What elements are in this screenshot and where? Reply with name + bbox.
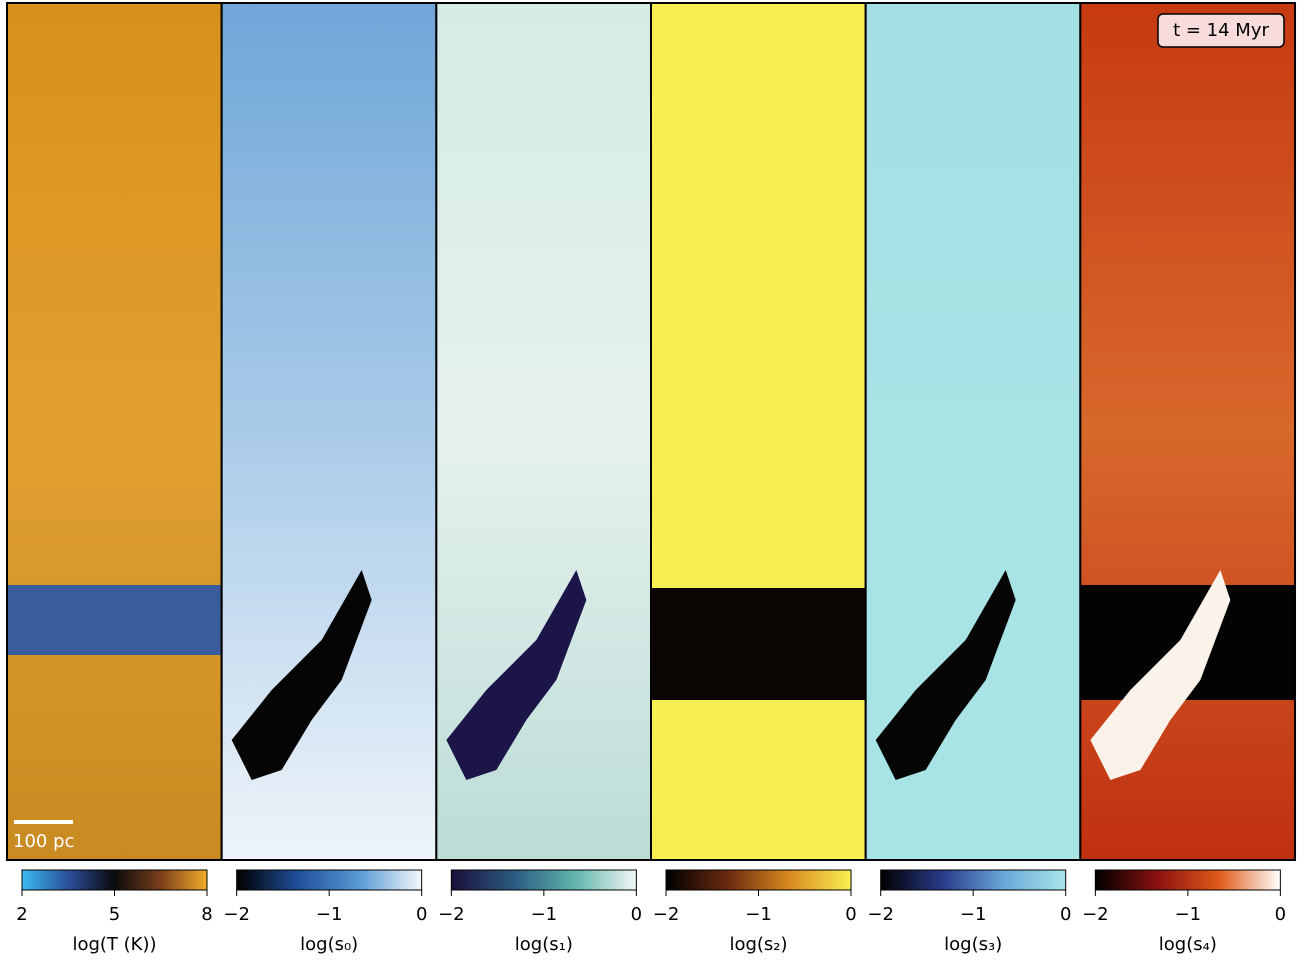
- colorbar-tick-label: −1: [960, 904, 987, 925]
- colorbar-tick-label: 0: [416, 904, 427, 925]
- colorbar-tick-label: 0: [1060, 904, 1071, 925]
- scale-bar-label: 100 pc: [13, 831, 74, 852]
- panel: [436, 3, 651, 860]
- colorbar-tick-label: −1: [316, 904, 343, 925]
- panel-image: [651, 3, 866, 860]
- colorbar: [237, 870, 422, 890]
- colorbar-tick-label: −2: [867, 904, 894, 925]
- colorbar-tick-label: −1: [745, 904, 772, 925]
- colorbar-label: log(s₁): [515, 934, 573, 955]
- panel: [651, 3, 866, 860]
- colorbar-label: log(s₀): [300, 934, 358, 955]
- colorbar-tick-label: −1: [531, 904, 558, 925]
- colorbar-tick-label: 0: [845, 904, 856, 925]
- colorbar-label: log(s₂): [729, 934, 787, 955]
- colorbar-tick-label: 5: [109, 904, 120, 925]
- colorbar: [22, 870, 207, 890]
- colorbar-tick-label: −2: [438, 904, 465, 925]
- panel: [866, 3, 1081, 860]
- colorbar-tick-label: −2: [653, 904, 680, 925]
- colorbar-tick-label: −2: [1082, 904, 1109, 925]
- panel: [1080, 3, 1295, 860]
- panel-feature: [7, 585, 222, 655]
- colorbar-tick-label: 2: [16, 904, 27, 925]
- colorbar-label: log(s₄): [1159, 934, 1217, 955]
- panel: [7, 3, 222, 860]
- colorbar: [1095, 870, 1280, 890]
- colorbar-label: log(T (K)): [72, 934, 156, 955]
- colorbar-tick-label: 8: [201, 904, 212, 925]
- colorbar: [451, 870, 636, 890]
- panel-image: [7, 3, 222, 860]
- colorbar-tick-label: −1: [1175, 904, 1202, 925]
- panel-feature: [651, 588, 866, 700]
- colorbar-tick-label: −2: [223, 904, 250, 925]
- panel: [222, 3, 437, 860]
- colorbar-tick-label: 0: [631, 904, 642, 925]
- time-label: t = 14 Myr: [1173, 20, 1269, 41]
- colorbar-tick-label: 0: [1275, 904, 1286, 925]
- colorbar-label: log(s₃): [944, 934, 1002, 955]
- figure: 2 5 8 log(T (K)) 100 pc −2 −1 0 log(s₀) −2 −1 0 log(…: [0, 0, 1305, 963]
- colorbar: [666, 870, 851, 890]
- colorbar: [881, 870, 1066, 890]
